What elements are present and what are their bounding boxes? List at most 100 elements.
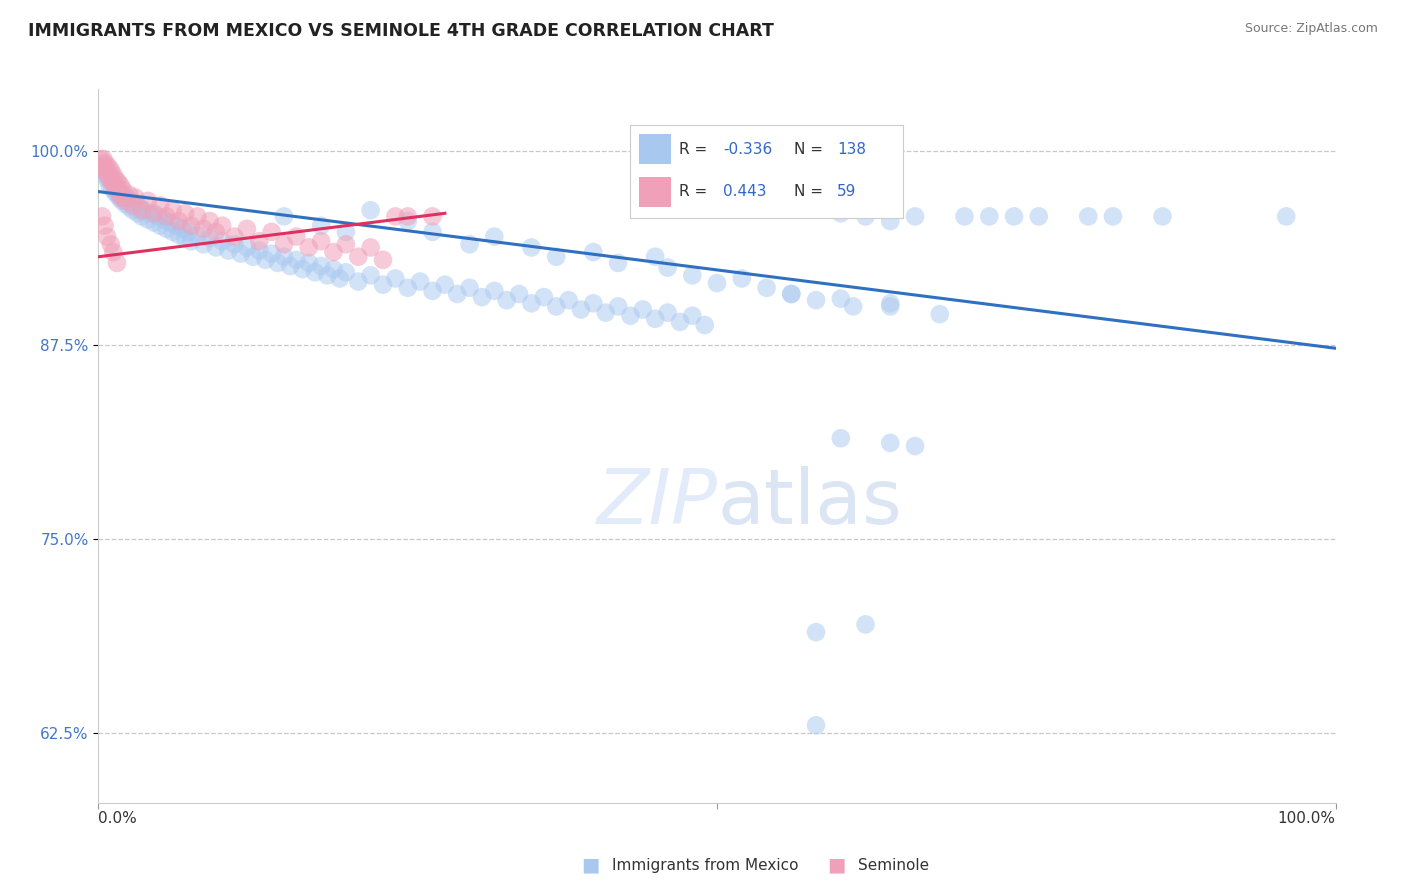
Text: 59: 59 [838,184,856,199]
Point [98,178,121,193]
Point [103,178,125,193]
Point [131,210,153,224]
Point [291,262,314,277]
Point [495,293,517,308]
Point [155,222,177,236]
Point [122,203,145,218]
Point [96,168,118,182]
Point [458,281,481,295]
Point [115,191,138,205]
Point [93,162,115,177]
Point [91,160,114,174]
Point [322,245,344,260]
Point [112,187,135,202]
Point [112,183,135,197]
Point [644,250,666,264]
Point [706,276,728,290]
Point [121,194,143,208]
Point [285,252,308,267]
Point [879,296,901,310]
Point [855,617,877,632]
Point [242,250,264,264]
Point [273,237,295,252]
Point [100,162,122,177]
Point [904,439,927,453]
Point [979,210,1001,224]
Point [229,246,252,260]
Point [159,216,181,230]
Point [335,265,357,279]
Point [118,187,141,202]
Point [93,156,115,170]
Point [103,185,125,199]
Point [360,240,382,254]
Point [165,219,187,233]
Point [236,222,259,236]
Point [97,160,120,174]
Point [546,299,568,313]
Point [681,268,703,283]
Point [260,225,283,239]
Point [347,275,370,289]
Point [128,200,150,214]
Point [285,229,308,244]
Point [484,284,506,298]
Point [304,265,326,279]
Point [755,281,778,295]
Point [657,305,679,319]
Point [186,227,208,242]
Point [167,227,190,242]
Point [855,210,877,224]
Point [103,168,125,182]
Point [93,219,115,233]
Point [114,194,136,208]
Point [111,191,134,205]
Point [96,229,118,244]
Point [172,222,194,236]
Point [384,271,406,285]
Point [103,175,125,189]
Point [146,210,169,224]
Point [804,718,827,732]
Point [830,431,852,445]
Point [657,260,679,275]
Point [309,259,332,273]
Point [180,234,202,248]
Text: Immigrants from Mexico: Immigrants from Mexico [612,858,799,872]
Text: ■: ■ [827,855,846,875]
Point [124,191,146,205]
Point [631,302,654,317]
Point [804,625,827,640]
Point [582,245,605,260]
Point [396,210,419,224]
Point [371,277,394,292]
Point [110,185,132,199]
Point [103,245,125,260]
Point [360,203,382,218]
Bar [638,134,671,164]
Point [904,210,927,224]
Point [396,214,419,228]
Point [322,262,344,277]
Point [484,229,506,244]
Point [101,181,124,195]
Point [114,197,136,211]
Point [278,259,301,273]
Point [396,281,419,295]
Point [422,225,444,239]
Point [247,234,270,248]
Point [267,256,290,270]
Point [224,237,246,252]
Point [97,166,120,180]
Point [731,271,754,285]
Point [136,212,159,227]
Text: 0.443: 0.443 [723,184,766,199]
Text: 138: 138 [838,143,866,157]
Point [98,172,121,186]
Point [953,210,976,224]
Point [90,160,112,174]
Point [198,214,221,228]
Point [93,152,115,166]
Point [422,210,444,224]
Point [569,302,592,317]
